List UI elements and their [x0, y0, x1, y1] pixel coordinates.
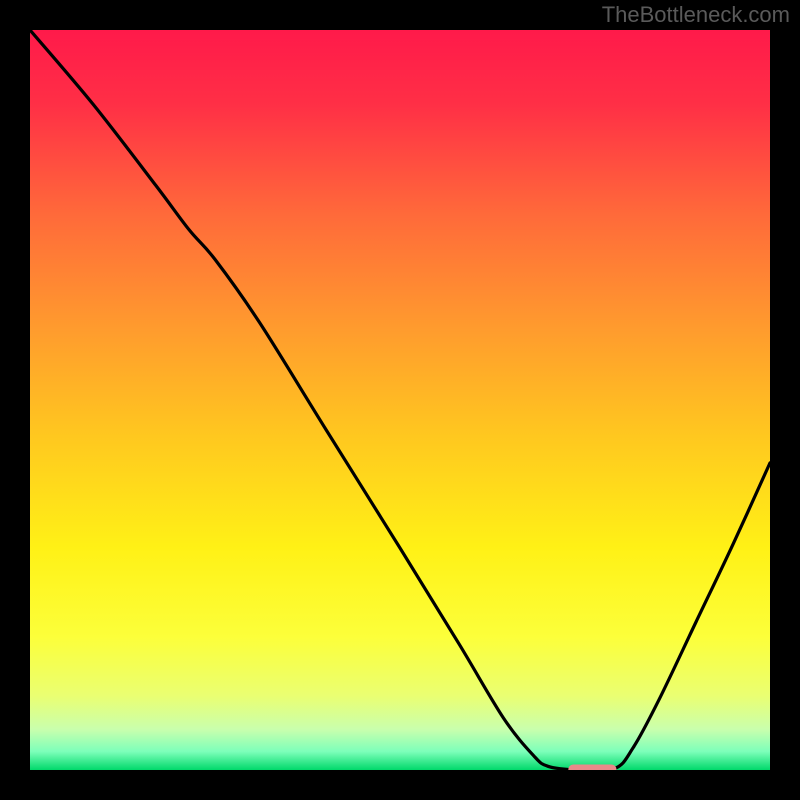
chart-svg — [30, 30, 770, 770]
gradient-background — [30, 30, 770, 770]
optimal-marker — [568, 764, 616, 770]
bottleneck-chart — [30, 30, 770, 770]
watermark-text: TheBottleneck.com — [602, 2, 790, 28]
